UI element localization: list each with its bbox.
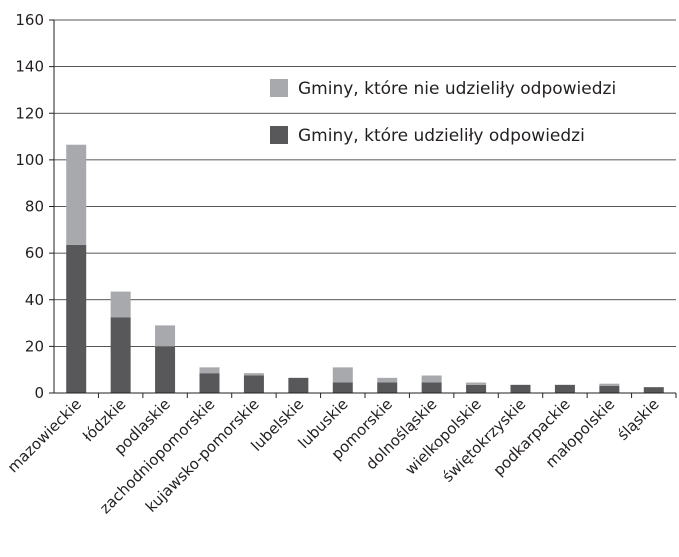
bar-segment-answered bbox=[288, 377, 309, 393]
y-tick-label: 40 bbox=[25, 291, 44, 309]
y-tick-label: 0 bbox=[34, 384, 44, 402]
bar-segment-not-answered bbox=[421, 375, 442, 383]
bar-segment-answered bbox=[377, 382, 398, 393]
bar-segment-answered bbox=[466, 384, 487, 393]
legend-label: Gminy, które nie udzieliły odpowiedzi bbox=[298, 79, 616, 99]
bar-segment-not-answered bbox=[243, 373, 264, 376]
x-tick-label: mazowieckie bbox=[4, 395, 85, 476]
axes bbox=[53, 20, 677, 398]
bar-segment-answered bbox=[599, 386, 620, 393]
bar-segment-answered bbox=[643, 387, 664, 393]
bar-segment-answered bbox=[110, 317, 131, 393]
bar-segment-not-answered bbox=[466, 382, 487, 385]
bar-segment-answered bbox=[243, 375, 264, 393]
legend-label: Gminy, które udzieliły odpowiedzi bbox=[298, 126, 585, 146]
bars bbox=[66, 144, 664, 393]
bar-segment-not-answered bbox=[155, 325, 176, 347]
bar-segment-not-answered bbox=[199, 367, 220, 374]
y-tick-label: 140 bbox=[15, 58, 44, 76]
bar-segment-not-answered bbox=[110, 291, 131, 318]
gridlines bbox=[54, 19, 676, 347]
legend: Gminy, które nie udzieliły odpowiedzi Gmi… bbox=[270, 79, 616, 146]
y-tick-labels: 0 20 40 60 80 100 120 140 160 bbox=[15, 11, 54, 402]
legend-swatch bbox=[270, 126, 288, 144]
bar-segment-answered bbox=[510, 384, 531, 393]
bar-segment-not-answered bbox=[599, 383, 620, 387]
y-tick-label: 20 bbox=[25, 337, 44, 355]
y-tick-label: 80 bbox=[25, 198, 44, 216]
y-tick-label: 100 bbox=[15, 151, 44, 169]
bar-segment-answered bbox=[554, 384, 575, 393]
legend-swatch bbox=[270, 79, 288, 97]
y-tick-label: 60 bbox=[25, 244, 44, 262]
bar-segment-not-answered bbox=[66, 144, 87, 245]
y-tick-label: 160 bbox=[15, 11, 44, 29]
x-tick-label: śląskie bbox=[614, 395, 663, 444]
bar-segment-answered bbox=[66, 244, 87, 393]
x-tick-labels: mazowieckiełódzkiepodlaskiezachodniopomo… bbox=[4, 395, 663, 517]
bar-segment-not-answered bbox=[377, 377, 398, 383]
y-tick-label: 120 bbox=[15, 104, 44, 122]
x-tick-label: podkarpackie bbox=[490, 395, 574, 479]
bar-segment-answered bbox=[332, 382, 353, 393]
bar-segment-answered bbox=[155, 346, 176, 393]
bar-segment-answered bbox=[421, 382, 442, 393]
bar-segment-answered bbox=[199, 373, 220, 393]
bar-segment-not-answered bbox=[332, 367, 353, 383]
